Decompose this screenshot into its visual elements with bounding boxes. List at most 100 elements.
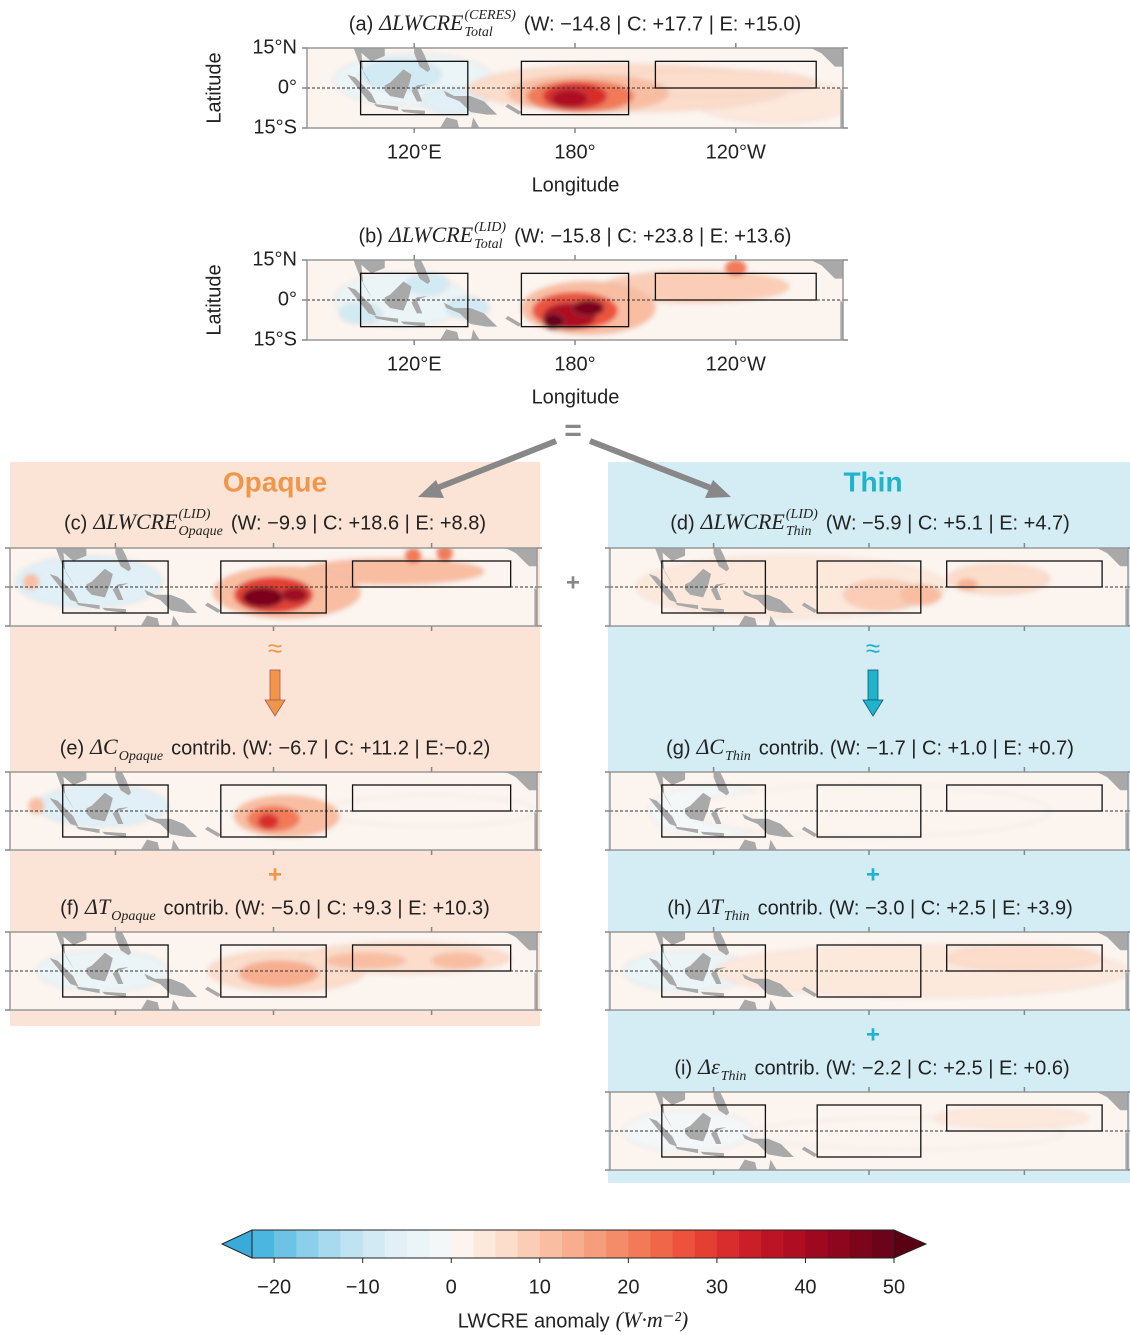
panel-title: (g) ΔC Thin contrib. (W: −1.7 | C: +1.0 | E… bbox=[666, 734, 1074, 764]
region-box bbox=[62, 784, 169, 838]
title-math: ΔT bbox=[84, 894, 112, 919]
land bbox=[115, 772, 132, 796]
land bbox=[657, 932, 686, 945]
panel-title: (b) ΔLWCRE Total (LID) (W: −15.8 | C: +23.8 … bbox=[359, 220, 792, 252]
land bbox=[648, 958, 678, 987]
land bbox=[711, 807, 727, 824]
land bbox=[648, 1118, 678, 1147]
land bbox=[55, 772, 74, 809]
land bbox=[801, 826, 818, 837]
land bbox=[86, 952, 113, 982]
land bbox=[102, 607, 126, 613]
land bbox=[414, 260, 431, 284]
x-tick-label: 180° bbox=[554, 353, 595, 375]
panel-title: (i) Δε Thin contrib. (W: −2.2 | C: +2.5 | E… bbox=[674, 1054, 1069, 1084]
region-box bbox=[62, 560, 169, 614]
land bbox=[49, 574, 79, 603]
anomaly-blob bbox=[238, 960, 319, 987]
land bbox=[768, 999, 777, 1010]
region-box bbox=[654, 272, 817, 301]
colorbar-segment bbox=[849, 1230, 873, 1258]
title-math: Δε bbox=[697, 1054, 720, 1079]
title-text: (d) bbox=[670, 512, 694, 534]
colorbar-segment bbox=[606, 1230, 629, 1258]
land bbox=[1096, 772, 1128, 791]
anomaly-blob bbox=[572, 299, 605, 317]
land bbox=[713, 932, 730, 956]
land bbox=[738, 839, 757, 850]
title-math: Opaque bbox=[179, 524, 223, 539]
land bbox=[801, 986, 818, 997]
land bbox=[505, 316, 522, 327]
land bbox=[655, 772, 673, 809]
x-tick-label: 120°E bbox=[387, 141, 442, 163]
land bbox=[700, 607, 724, 613]
title-math: ΔLWCRE bbox=[388, 222, 474, 247]
region-box bbox=[946, 944, 1103, 972]
title-text: contrib. (W: −6.7 | C: +11.2 | E:−0.2) bbox=[171, 737, 490, 759]
title-text: contrib. (W: −1.7 | C: +1.0 | E: +0.7) bbox=[759, 737, 1074, 759]
title-math: (LID) bbox=[786, 507, 818, 522]
approx-sign: ≈ bbox=[268, 633, 282, 663]
land bbox=[411, 296, 428, 314]
land bbox=[171, 839, 180, 850]
land bbox=[471, 329, 480, 340]
panel-title: (c) ΔLWCRE Opaque (LID) (W: −9.9 | C: +18.6 … bbox=[64, 507, 486, 539]
colorbar-segment bbox=[451, 1230, 474, 1258]
colorbar-segment bbox=[384, 1230, 408, 1258]
land bbox=[648, 574, 678, 603]
land bbox=[711, 1127, 727, 1144]
title-math: (CERES) bbox=[464, 8, 516, 23]
colorbar-segment bbox=[406, 1230, 430, 1258]
land bbox=[742, 589, 794, 613]
title-text: (g) bbox=[666, 737, 690, 759]
colorbar-tick-label: 30 bbox=[706, 1276, 728, 1298]
panel-title: (d) ΔLWCRE Thin (LID) (W: −5.9 | C: +5.1 | E… bbox=[670, 507, 1070, 539]
land bbox=[140, 839, 160, 850]
map-panel bbox=[10, 932, 537, 1010]
land bbox=[674, 986, 699, 994]
colorbar-segment bbox=[739, 1230, 762, 1258]
colorbar-segment bbox=[318, 1230, 342, 1258]
land bbox=[655, 932, 673, 969]
colorbar-label: LWCRE anomaly (W·m⁻²) bbox=[458, 1307, 688, 1332]
region-box bbox=[520, 272, 630, 328]
plus-sign: + bbox=[566, 569, 580, 596]
colorbar-tick-label: 10 bbox=[529, 1276, 551, 1298]
colorbar-segment bbox=[495, 1230, 519, 1258]
land bbox=[57, 932, 87, 945]
title-text: contrib. (W: −2.2 | C: +2.5 | E: +0.6) bbox=[754, 1057, 1069, 1079]
anomaly-blob bbox=[241, 586, 285, 609]
land bbox=[505, 772, 537, 791]
x-axis-label: Longitude bbox=[532, 174, 620, 196]
land bbox=[768, 615, 777, 626]
land bbox=[443, 90, 498, 115]
land bbox=[55, 932, 74, 969]
equals-sign: = bbox=[564, 414, 582, 447]
colorbar-tick-label: 20 bbox=[617, 1276, 639, 1298]
region-box bbox=[520, 60, 630, 116]
colorbar-segment bbox=[650, 1230, 674, 1258]
land bbox=[414, 48, 431, 72]
land bbox=[443, 302, 498, 327]
y-tick-label: 15°S bbox=[253, 328, 297, 350]
colorbar-segment bbox=[296, 1230, 319, 1258]
plus-sign: + bbox=[866, 861, 880, 888]
land bbox=[655, 1092, 673, 1129]
x-tick-label: 120°E bbox=[387, 353, 442, 375]
title-math: ΔT bbox=[697, 894, 725, 919]
land bbox=[685, 952, 712, 982]
title-math: Thin bbox=[725, 749, 751, 764]
land bbox=[505, 104, 522, 115]
region-box bbox=[661, 1104, 767, 1158]
anomaly-blob bbox=[933, 1107, 1090, 1129]
group-title: Thin bbox=[843, 466, 902, 497]
title-text: (a) bbox=[349, 13, 373, 35]
land bbox=[700, 991, 724, 997]
title-text: (f) bbox=[60, 897, 79, 919]
colorbar-label-units: (W·m⁻²) bbox=[616, 1307, 689, 1332]
colorbar-frame bbox=[251, 1229, 895, 1259]
region-box bbox=[62, 944, 169, 998]
land bbox=[144, 973, 198, 997]
title-math: ΔLWCRE bbox=[378, 10, 464, 35]
